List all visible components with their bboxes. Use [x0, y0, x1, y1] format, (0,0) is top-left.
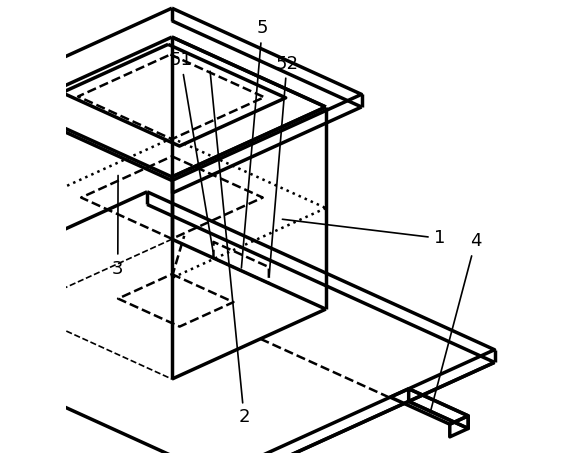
Text: 3: 3 — [112, 176, 124, 277]
Text: 1: 1 — [282, 219, 445, 247]
Text: 52: 52 — [269, 54, 298, 276]
Text: 5: 5 — [241, 20, 268, 268]
Text: 4: 4 — [430, 232, 481, 413]
Text: 2: 2 — [210, 71, 250, 426]
Text: 51: 51 — [170, 51, 213, 251]
